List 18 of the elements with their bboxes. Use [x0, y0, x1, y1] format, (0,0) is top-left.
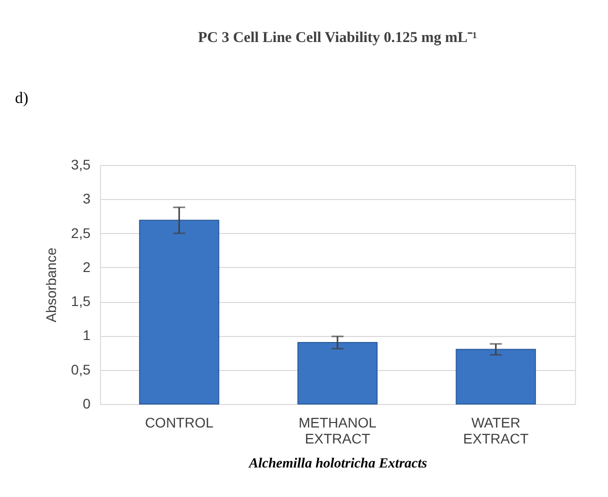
- y-tick-label: 1: [82, 327, 91, 344]
- bar: [456, 348, 536, 404]
- y-tick-label: 3,5: [71, 156, 91, 172]
- x-tick-label: WATER EXTRACT: [463, 414, 529, 446]
- y-tick-label: 3: [82, 190, 91, 207]
- y-axis-title: Absorbance: [43, 247, 60, 322]
- x-axis-title: Alchemilla holotricha Extracts: [248, 456, 428, 472]
- text: d): [15, 90, 28, 107]
- y-tick-label: 2: [82, 258, 91, 275]
- x-tick-label: CONTROL: [144, 414, 214, 430]
- y-tick-label: 0: [82, 396, 91, 412]
- y-tick-label: 1,5: [71, 293, 91, 310]
- y-tick-label: 2,5: [71, 224, 91, 241]
- bar: [139, 220, 220, 404]
- chart-title: PC 3 Cell Line Cell Viability 0.125 mg mL⁻¹: [198, 30, 478, 46]
- y-tick-label: 0,5: [71, 361, 91, 378]
- bar: [297, 342, 378, 404]
- x-tick-label: METHANOL EXTRACT: [298, 414, 377, 446]
